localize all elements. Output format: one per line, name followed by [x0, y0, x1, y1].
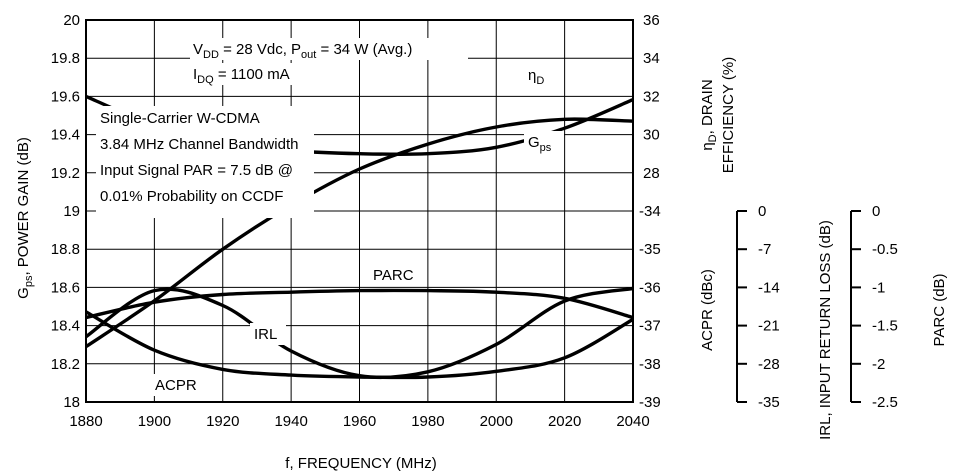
- irl-tick-label: 0: [758, 203, 766, 220]
- acpr-axis-title: ACPR (dBc): [699, 269, 716, 351]
- curve-acpr: [85, 310, 634, 380]
- signal-note-bg: [96, 106, 314, 218]
- grid-lines: [85, 19, 634, 403]
- x-axis-title: f, FREQUENCY (MHz): [285, 455, 436, 472]
- parc-tick-label: -2: [872, 356, 885, 373]
- drain-tick-label: 28: [643, 165, 660, 182]
- left-tick-label: 19.6: [51, 88, 80, 105]
- x-tick-label: 1940: [274, 413, 307, 430]
- series-label-parc: PARC: [373, 267, 414, 284]
- acpr-tick-label: -36: [639, 279, 661, 296]
- parc-tick-label: -1.5: [872, 318, 898, 335]
- left-tick-label: 19.2: [51, 165, 80, 182]
- label-bg-etaD: [524, 64, 560, 86]
- irl-tick-label: -7: [758, 241, 771, 258]
- series-label-acpr: ACPR: [155, 377, 197, 394]
- acpr-tick-label: -35: [639, 241, 661, 258]
- irl-tick-label: -14: [758, 279, 780, 296]
- left-tick-label: 20: [63, 12, 80, 29]
- left-tick-label: 18: [63, 394, 80, 411]
- left-tick-label: 19: [63, 203, 80, 220]
- irl-tick-label: -28: [758, 356, 780, 373]
- drain-tick-label: 30: [643, 127, 660, 144]
- irl-axis-title: IRL, INPUT RETURN LOSS (dB): [817, 220, 834, 440]
- parc-axis-title: PARC (dB): [931, 273, 948, 346]
- acpr-tick-label: -38: [639, 356, 661, 373]
- x-tick-label: 1880: [69, 413, 102, 430]
- acpr-tick-label: -34: [639, 203, 661, 220]
- conditions-bg-2: [190, 63, 310, 85]
- tick-labels: 1880 1900 1920 1940 1960 1980 2000 2020 20401818…: [51, 12, 898, 430]
- drain-tick-label: 32: [643, 88, 660, 105]
- drain-axis-title-line-2: EFFICIENCY (%): [720, 57, 737, 173]
- signal-note-3: Input Signal PAR = 7.5 dB @: [100, 162, 293, 179]
- left-tick-label: 19.8: [51, 50, 80, 67]
- acpr-tick-label: -39: [639, 394, 661, 411]
- x-tick-label: 1960: [343, 413, 376, 430]
- plot-frame: [85, 19, 634, 403]
- signal-note-2: 3.84 MHz Channel Bandwidth: [100, 136, 298, 153]
- parc-tick-label: -2.5: [872, 394, 898, 411]
- acpr-tick-label: -37: [639, 318, 661, 335]
- label-bg-gps: [524, 131, 564, 155]
- signal-note-4: 0.01% Probability on CCDF: [100, 188, 283, 205]
- conditions-line-2: IDQ = 1100 mA: [193, 66, 290, 86]
- series-label-irl: IRL: [254, 326, 277, 343]
- parc-tick-label: -1: [872, 279, 885, 296]
- left-tick-label: 18.8: [51, 241, 80, 258]
- parc-tick-label: -0.5: [872, 241, 898, 258]
- drain-tick-label: 36: [643, 12, 660, 29]
- signal-note-1: Single-Carrier W-CDMA: [100, 110, 260, 127]
- series-label-etaD: ηD: [528, 67, 544, 87]
- left-tick-label: 18.6: [51, 279, 80, 296]
- label-bg-acpr: [151, 374, 213, 396]
- left-tick-label: 19.4: [51, 127, 80, 144]
- x-tick-label: 2040: [616, 413, 649, 430]
- x-tick-label: 1920: [206, 413, 239, 430]
- left-tick-label: 18.4: [51, 318, 80, 335]
- label-bg-parc: [369, 264, 423, 286]
- x-tick-label: 2000: [480, 413, 513, 430]
- left-tick-label: 18.2: [51, 356, 80, 373]
- x-tick-label: 1900: [138, 413, 171, 430]
- irl-tick-label: -21: [758, 318, 780, 335]
- axes: [85, 19, 861, 403]
- curve-parc: [85, 288, 634, 320]
- parc-tick-label: 0: [872, 203, 880, 220]
- drain-tick-label: 34: [643, 50, 660, 67]
- x-tick-label: 1980: [411, 413, 444, 430]
- x-tick-label: 2020: [548, 413, 581, 430]
- drain-axis-title-line-1: ηD, DRAIN: [699, 79, 719, 150]
- conditions-bg-1: [190, 38, 468, 60]
- left-axis-title: Gps, POWER GAIN (dB): [15, 137, 35, 299]
- conditions-line-1: VDD = 28 Vdc, Pout = 34 W (Avg.): [193, 41, 412, 61]
- series-label-gps: Gps: [528, 134, 552, 154]
- label-bg-irl: [250, 323, 286, 345]
- irl-tick-label: -35: [758, 394, 780, 411]
